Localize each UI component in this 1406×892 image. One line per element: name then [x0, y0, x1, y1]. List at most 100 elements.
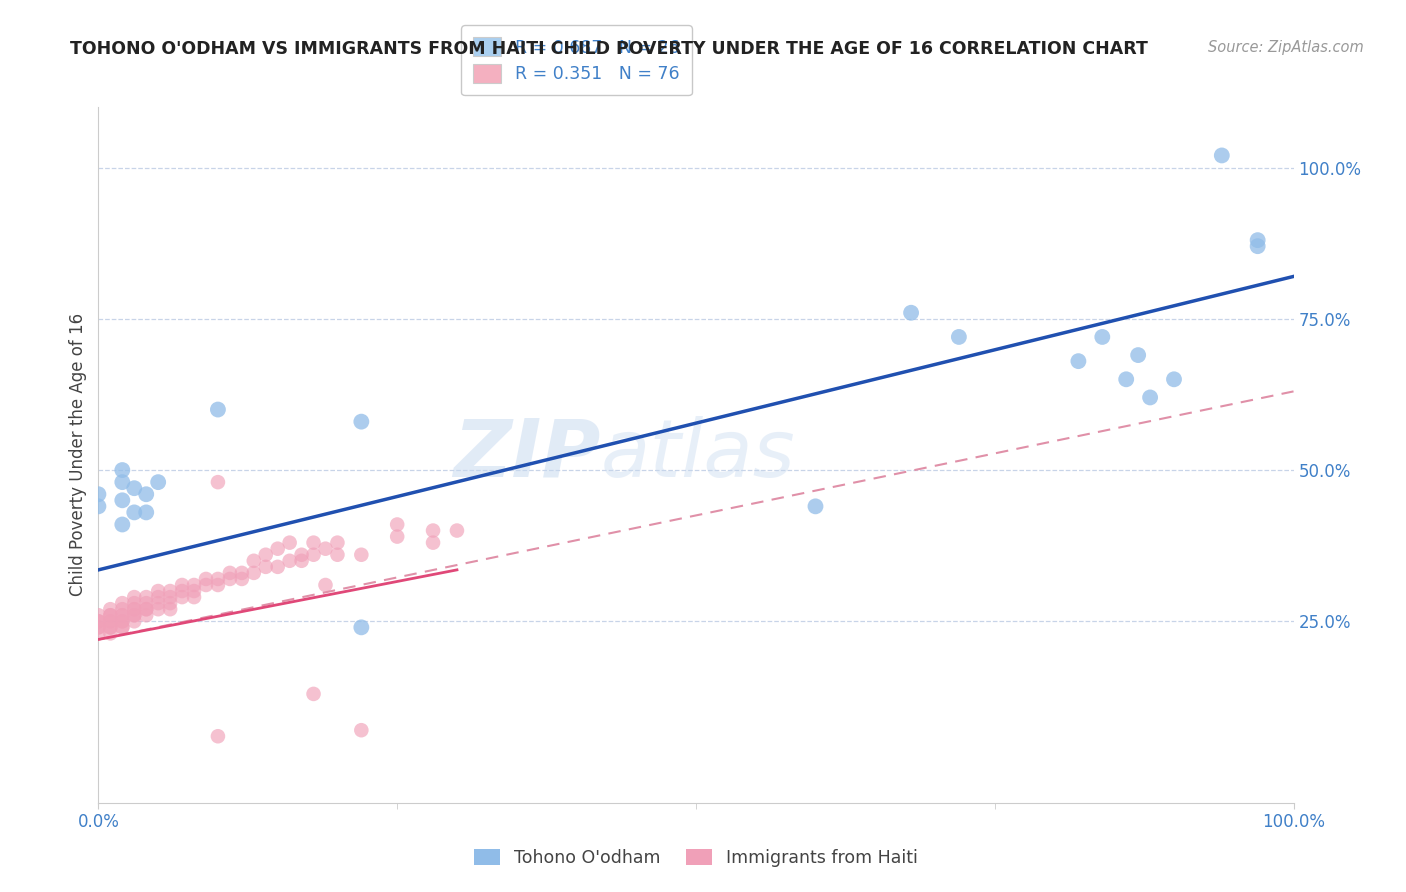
Point: [207, 475, 229, 490]
Point: [135, 505, 157, 519]
Point: [278, 535, 301, 549]
Point: [1091, 330, 1114, 344]
Point: [87, 500, 110, 514]
Point: [315, 541, 337, 556]
Point: [135, 590, 157, 604]
Point: [111, 493, 134, 508]
Point: [302, 687, 325, 701]
Text: Source: ZipAtlas.com: Source: ZipAtlas.com: [1208, 40, 1364, 55]
Point: [422, 524, 444, 538]
Point: [135, 602, 157, 616]
Point: [948, 330, 970, 344]
Point: [111, 615, 134, 629]
Legend: Tohono O'odham, Immigrants from Haiti: Tohono O'odham, Immigrants from Haiti: [467, 842, 925, 874]
Text: TOHONO O'ODHAM VS IMMIGRANTS FROM HAITI CHILD POVERTY UNDER THE AGE OF 16 CORREL: TOHONO O'ODHAM VS IMMIGRANTS FROM HAITI …: [70, 40, 1149, 58]
Point: [159, 584, 181, 599]
Point: [315, 578, 337, 592]
Point: [1139, 391, 1161, 405]
Point: [111, 596, 134, 610]
Point: [385, 517, 409, 532]
Point: [1115, 372, 1137, 386]
Point: [254, 548, 277, 562]
Point: [326, 535, 349, 549]
Text: ZIP: ZIP: [453, 416, 600, 494]
Point: [87, 615, 110, 629]
Point: [1246, 239, 1268, 253]
Point: [278, 554, 301, 568]
Point: [87, 487, 110, 501]
Point: [111, 608, 134, 623]
Point: [124, 590, 146, 604]
Point: [159, 602, 181, 616]
Point: [172, 584, 194, 599]
Point: [135, 602, 157, 616]
Point: [219, 566, 242, 580]
Point: [148, 584, 170, 599]
Point: [207, 572, 229, 586]
Point: [98, 620, 122, 634]
Point: [1211, 148, 1233, 162]
Point: [267, 559, 290, 574]
Point: [98, 620, 122, 634]
Point: [446, 524, 468, 538]
Point: [1163, 372, 1185, 386]
Point: [135, 608, 157, 623]
Point: [124, 602, 146, 616]
Point: [385, 530, 409, 544]
Point: [124, 615, 146, 629]
Point: [124, 505, 146, 519]
Point: [1067, 354, 1090, 368]
Point: [111, 608, 134, 623]
Point: [350, 415, 373, 429]
Point: [87, 608, 110, 623]
Point: [111, 620, 134, 634]
Point: [183, 584, 205, 599]
Point: [350, 548, 373, 562]
Point: [98, 626, 122, 640]
Point: [87, 615, 110, 629]
Point: [207, 729, 229, 743]
Point: [135, 596, 157, 610]
Point: [111, 602, 134, 616]
Point: [111, 620, 134, 634]
Point: [111, 615, 134, 629]
Point: [87, 620, 110, 634]
Point: [290, 554, 312, 568]
Point: [159, 590, 181, 604]
Point: [243, 566, 266, 580]
Point: [1246, 233, 1268, 247]
Point: [172, 578, 194, 592]
Point: [243, 554, 266, 568]
Point: [124, 481, 146, 495]
Point: [124, 596, 146, 610]
Point: [98, 615, 122, 629]
Point: [87, 626, 110, 640]
Point: [124, 608, 146, 623]
Point: [148, 596, 170, 610]
Point: [900, 306, 922, 320]
Point: [111, 463, 134, 477]
Point: [350, 620, 373, 634]
Point: [87, 620, 110, 634]
Point: [326, 548, 349, 562]
Point: [111, 517, 134, 532]
Point: [207, 402, 229, 417]
Point: [350, 723, 373, 738]
Point: [194, 578, 217, 592]
Point: [267, 541, 290, 556]
Point: [148, 602, 170, 616]
Point: [422, 535, 444, 549]
Point: [135, 487, 157, 501]
Y-axis label: Child Poverty Under the Age of 16: Child Poverty Under the Age of 16: [69, 313, 87, 597]
Point: [302, 548, 325, 562]
Point: [231, 566, 253, 580]
Point: [219, 572, 242, 586]
Point: [194, 572, 217, 586]
Point: [183, 590, 205, 604]
Point: [172, 590, 194, 604]
Point: [290, 548, 312, 562]
Point: [302, 535, 325, 549]
Point: [231, 572, 253, 586]
Point: [207, 578, 229, 592]
Point: [148, 590, 170, 604]
